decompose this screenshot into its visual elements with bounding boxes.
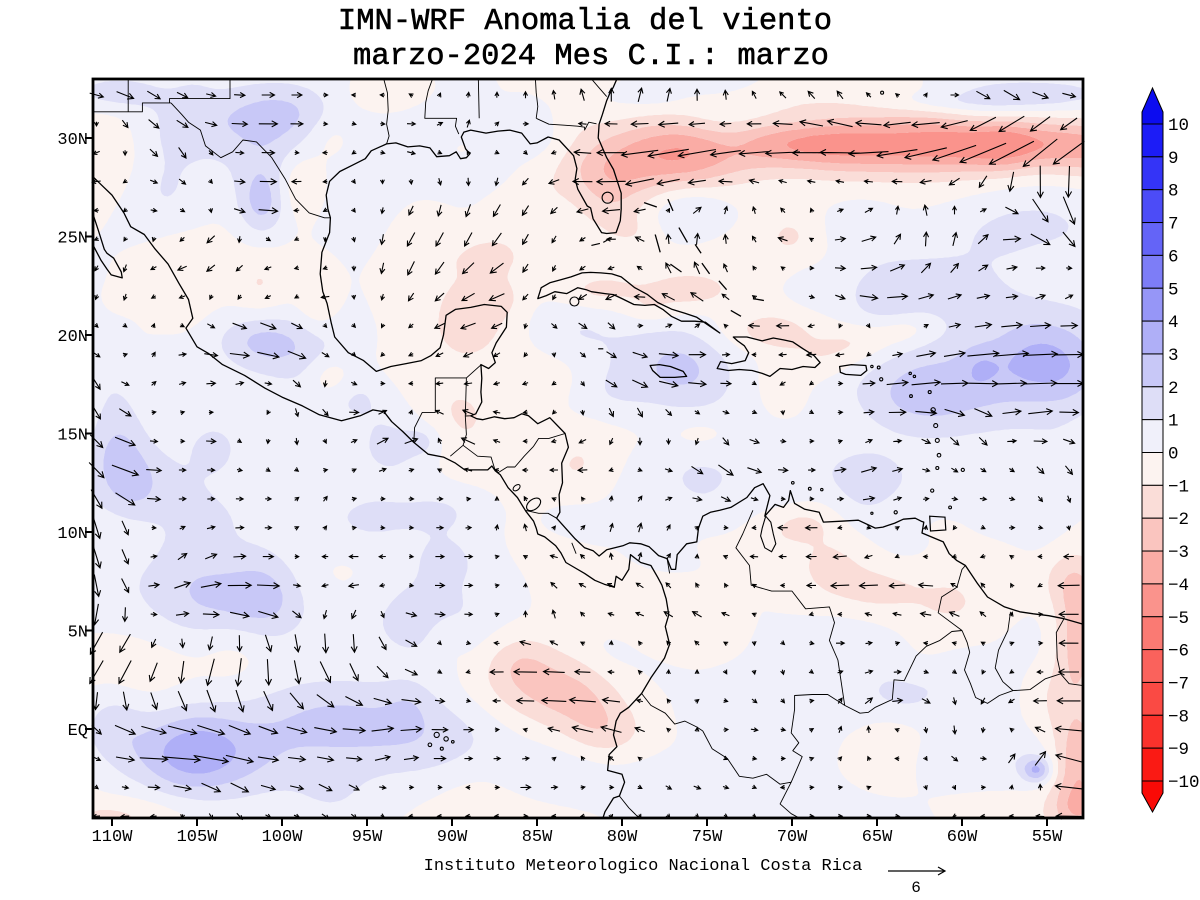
svg-text:4: 4 xyxy=(1168,313,1179,333)
svg-text:110W: 110W xyxy=(92,828,134,847)
svg-text:0: 0 xyxy=(1168,445,1179,465)
svg-text:2: 2 xyxy=(1168,379,1179,399)
svg-text:6: 6 xyxy=(911,879,921,897)
svg-text:−1: −1 xyxy=(1168,477,1189,497)
svg-text:100W: 100W xyxy=(262,828,304,847)
svg-text:1: 1 xyxy=(1168,412,1179,432)
svg-text:−4: −4 xyxy=(1168,576,1189,596)
svg-text:9: 9 xyxy=(1168,149,1179,169)
svg-text:25N: 25N xyxy=(57,230,88,249)
svg-text:EQ: EQ xyxy=(68,722,88,741)
svg-text:IMN-WRF Anomalia del viento: IMN-WRF Anomalia del viento xyxy=(338,5,832,39)
svg-text:−6: −6 xyxy=(1168,642,1189,662)
svg-text:65W: 65W xyxy=(862,828,893,847)
svg-text:95W: 95W xyxy=(352,828,383,847)
svg-text:15N: 15N xyxy=(57,427,88,446)
svg-text:70W: 70W xyxy=(777,828,808,847)
svg-text:10: 10 xyxy=(1168,116,1189,136)
svg-text:75W: 75W xyxy=(692,828,723,847)
svg-text:−7: −7 xyxy=(1168,674,1189,694)
svg-text:6: 6 xyxy=(1168,247,1179,267)
svg-text:−3: −3 xyxy=(1168,543,1189,563)
svg-text:marzo-2024 Mes C.I.: marzo: marzo-2024 Mes C.I.: marzo xyxy=(353,40,829,74)
svg-text:8: 8 xyxy=(1168,182,1179,202)
svg-text:30N: 30N xyxy=(57,131,88,150)
svg-text:−5: −5 xyxy=(1168,609,1189,629)
svg-text:85W: 85W xyxy=(522,828,553,847)
svg-text:−10: −10 xyxy=(1168,773,1200,793)
svg-text:Instituto Meteorologico Nacion: Instituto Meteorologico Nacional Costa R… xyxy=(424,857,863,876)
svg-text:5N: 5N xyxy=(68,624,88,643)
svg-text:60W: 60W xyxy=(947,828,978,847)
svg-text:105W: 105W xyxy=(177,828,219,847)
svg-text:20N: 20N xyxy=(57,328,88,347)
svg-text:7: 7 xyxy=(1168,215,1179,235)
svg-text:−8: −8 xyxy=(1168,707,1189,727)
svg-text:10N: 10N xyxy=(57,525,88,544)
svg-text:−2: −2 xyxy=(1168,510,1189,530)
svg-text:55W: 55W xyxy=(1032,828,1063,847)
svg-text:90W: 90W xyxy=(437,828,468,847)
svg-text:3: 3 xyxy=(1168,346,1179,366)
svg-text:−9: −9 xyxy=(1168,740,1189,760)
svg-text:5: 5 xyxy=(1168,280,1179,300)
svg-text:80W: 80W xyxy=(607,828,638,847)
